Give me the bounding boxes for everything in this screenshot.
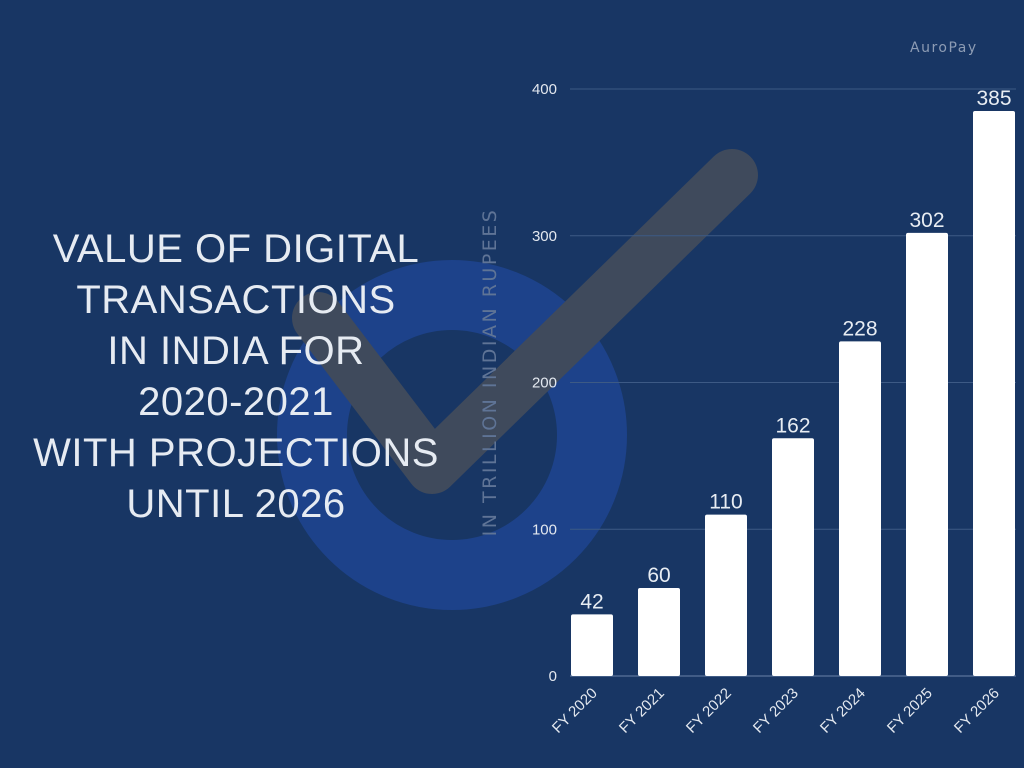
brand-logo-text: AuroPay [910, 40, 978, 56]
y-tick-label: 100 [532, 521, 557, 538]
title-line: UNTIL 2026 [126, 482, 346, 526]
y-axis: 0 100 200 300 400 [532, 81, 557, 685]
y-tick-label: 300 [532, 228, 557, 245]
y-tick-label: 400 [532, 81, 557, 98]
bar-fy-2024 [839, 341, 881, 676]
bar-fy-2025 [906, 232, 948, 676]
bar-fy-2022 [705, 514, 747, 676]
title-line: IN INDIA FOR [107, 329, 365, 373]
title-line: VALUE OF DIGITAL [52, 227, 420, 271]
y-tick-label: 200 [532, 375, 557, 392]
bar-fy-2020 [571, 614, 613, 676]
x-axis: FY 2020 FY 2021 FY 2022 FY 2023 FY 2024 FY 20… [549, 685, 1003, 737]
watermark-checkmark-icon [292, 149, 758, 494]
y-axis-title: IN TRILLION INDIAN RUPEES [479, 208, 501, 537]
watermark-circle-icon [277, 260, 627, 610]
bar-series [571, 111, 1015, 676]
data-label: 110 [709, 491, 742, 514]
data-labels: 42 60 110 162 228 302 385 [580, 87, 1011, 613]
data-label: 385 [976, 87, 1011, 110]
data-label: 60 [647, 564, 670, 587]
x-tick-label: FY 2024 [817, 685, 869, 737]
bar-fy-2023 [772, 438, 814, 676]
x-tick-label: FY 2026 [951, 685, 1003, 737]
x-tick-label: FY 2021 [616, 685, 668, 737]
x-tick-label: FY 2023 [750, 685, 802, 737]
page-title: VALUE OF DIGITAL TRANSACTIONS IN INDIA F… [20, 224, 452, 530]
title-line: 2020-2021 [138, 380, 334, 424]
title-line: WITH PROJECTIONS [33, 431, 439, 475]
y-tick-label: 0 [549, 668, 557, 685]
bar-fy-2021 [638, 587, 680, 676]
x-tick-label: FY 2020 [549, 685, 601, 737]
x-tick-label: FY 2025 [884, 685, 936, 737]
bar-fy-2026 [973, 111, 1015, 676]
data-label: 162 [775, 414, 810, 437]
data-label: 228 [842, 317, 877, 340]
data-label: 42 [580, 590, 603, 613]
x-tick-label: FY 2022 [683, 685, 735, 737]
title-line: TRANSACTIONS [76, 278, 396, 322]
data-label: 302 [909, 209, 944, 232]
